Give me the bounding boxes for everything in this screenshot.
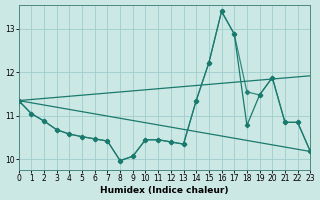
X-axis label: Humidex (Indice chaleur): Humidex (Indice chaleur) xyxy=(100,186,229,195)
